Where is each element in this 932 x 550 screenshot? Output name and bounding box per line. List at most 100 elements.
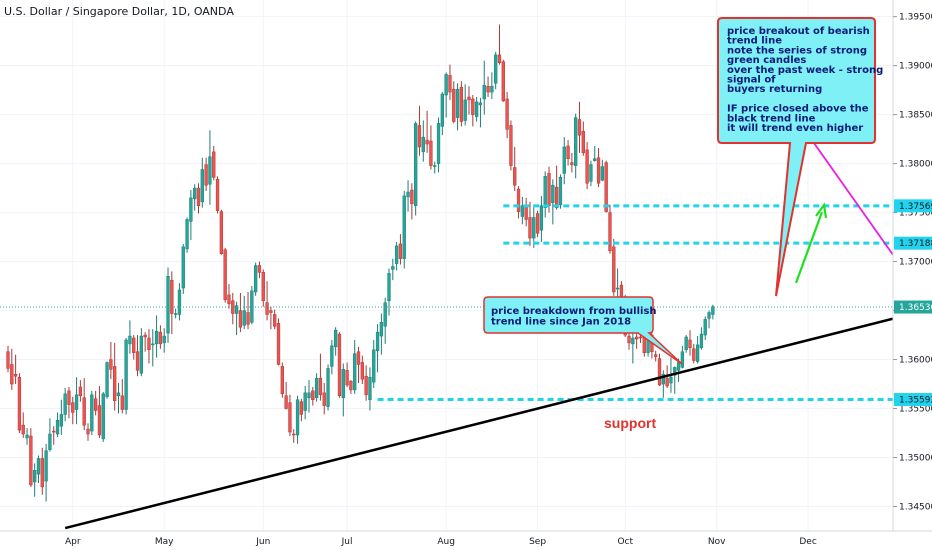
- candle[interactable]: [478, 97, 483, 128]
- candle[interactable]: [166, 267, 170, 343]
- candle[interactable]: [154, 315, 159, 358]
- candle[interactable]: [688, 330, 692, 356]
- candle[interactable]: [55, 412, 60, 437]
- candle[interactable]: [474, 96, 479, 122]
- candle[interactable]: [162, 328, 166, 353]
- candle[interactable]: [391, 258, 395, 281]
- candle[interactable]: [692, 343, 696, 364]
- candle[interactable]: [612, 239, 616, 296]
- candle[interactable]: [208, 130, 212, 205]
- candle[interactable]: [703, 316, 707, 340]
- candle[interactable]: [276, 318, 281, 366]
- candle[interactable]: [448, 64, 452, 100]
- candle[interactable]: [505, 92, 509, 139]
- candle[interactable]: [314, 373, 319, 402]
- candle[interactable]: [196, 183, 201, 214]
- candle[interactable]: [600, 159, 605, 182]
- candle[interactable]: [109, 341, 113, 380]
- candle[interactable]: [490, 72, 494, 99]
- candle[interactable]: [501, 59, 505, 102]
- candle[interactable]: [349, 380, 353, 394]
- candle[interactable]: [193, 184, 197, 211]
- candle[interactable]: [356, 346, 361, 384]
- candle[interactable]: [97, 386, 102, 438]
- candle[interactable]: [234, 301, 239, 336]
- candle[interactable]: [132, 335, 136, 360]
- candle[interactable]: [436, 117, 441, 173]
- candle[interactable]: [322, 383, 326, 415]
- candle[interactable]: [280, 362, 284, 398]
- candle[interactable]: [10, 348, 14, 390]
- candle[interactable]: [139, 328, 143, 377]
- candle[interactable]: [657, 353, 662, 387]
- candle[interactable]: [471, 95, 475, 127]
- candle[interactable]: [151, 329, 155, 367]
- candle[interactable]: [494, 51, 498, 90]
- candle[interactable]: [444, 72, 448, 118]
- candle[interactable]: [482, 60, 486, 115]
- candle[interactable]: [143, 332, 147, 352]
- candle[interactable]: [699, 327, 704, 350]
- candle[interactable]: [394, 241, 399, 271]
- candle[interactable]: [86, 423, 90, 441]
- candle[interactable]: [539, 195, 544, 242]
- candle[interactable]: [254, 262, 258, 296]
- candle[interactable]: [101, 391, 105, 442]
- candle[interactable]: [6, 345, 10, 373]
- candle[interactable]: [105, 361, 109, 399]
- candle[interactable]: [528, 201, 532, 246]
- candle[interactable]: [562, 137, 566, 185]
- candle[interactable]: [113, 342, 117, 411]
- candle[interactable]: [238, 292, 243, 333]
- candle[interactable]: [59, 399, 63, 435]
- candle[interactable]: [593, 145, 597, 162]
- candle[interactable]: [375, 324, 380, 373]
- candle[interactable]: [608, 204, 612, 254]
- candle[interactable]: [189, 190, 193, 241]
- candle[interactable]: [486, 76, 490, 97]
- candle[interactable]: [128, 320, 132, 354]
- candle[interactable]: [181, 243, 185, 294]
- candle[interactable]: [532, 206, 536, 248]
- candle[interactable]: [684, 335, 688, 353]
- candle[interactable]: [417, 105, 422, 156]
- candle[interactable]: [177, 283, 182, 321]
- candle[interactable]: [78, 380, 83, 402]
- candle[interactable]: [52, 426, 56, 445]
- candle[interactable]: [433, 161, 437, 174]
- candle[interactable]: [509, 120, 513, 171]
- candle[interactable]: [246, 291, 250, 330]
- candle[interactable]: [25, 428, 29, 445]
- candle[interactable]: [219, 209, 224, 255]
- candle[interactable]: [429, 125, 433, 170]
- candle[interactable]: [574, 113, 578, 179]
- candle[interactable]: [334, 327, 338, 356]
- candle[interactable]: [303, 386, 307, 420]
- candle[interactable]: [341, 363, 345, 417]
- candle[interactable]: [661, 370, 665, 398]
- candle[interactable]: [36, 455, 41, 483]
- candle[interactable]: [695, 336, 700, 364]
- candle[interactable]: [212, 145, 216, 181]
- candle[interactable]: [570, 152, 574, 173]
- candle[interactable]: [170, 271, 174, 335]
- candle[interactable]: [173, 308, 178, 319]
- candle[interactable]: [513, 146, 517, 192]
- candle[interactable]: [295, 395, 300, 444]
- candle[interactable]: [21, 412, 25, 438]
- candle[interactable]: [467, 86, 471, 115]
- candle[interactable]: [93, 390, 98, 416]
- candle[interactable]: [63, 387, 67, 422]
- candle[interactable]: [292, 429, 296, 443]
- candle[interactable]: [520, 196, 525, 225]
- candle[interactable]: [185, 217, 189, 253]
- candle[interactable]: [383, 297, 387, 344]
- candle[interactable]: [516, 186, 521, 219]
- candle[interactable]: [44, 443, 48, 502]
- candle[interactable]: [368, 367, 372, 411]
- candle[interactable]: [116, 383, 121, 414]
- candle[interactable]: [288, 394, 292, 436]
